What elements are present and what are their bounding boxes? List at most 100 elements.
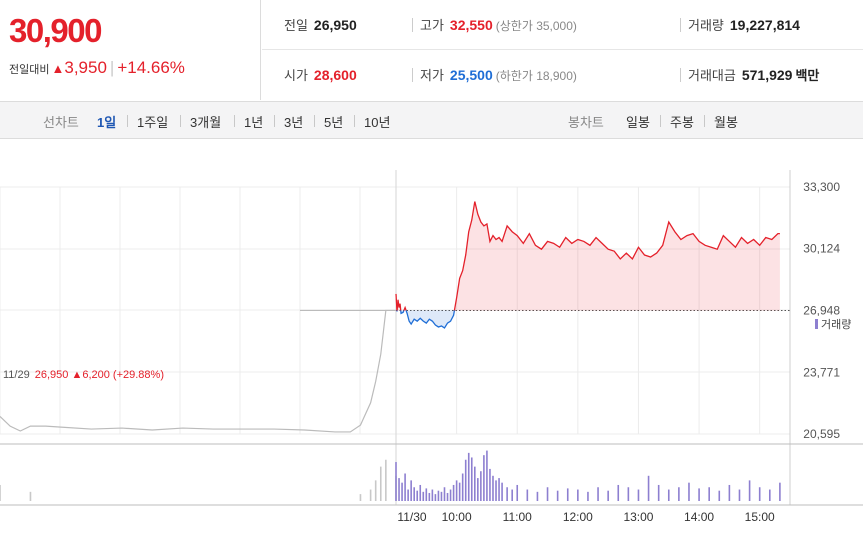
volume-bar: [422, 491, 425, 501]
x-tick-label: 13:00: [623, 510, 653, 524]
tab-3-years[interactable]: 3년: [284, 115, 304, 130]
volume-bar: [698, 488, 700, 501]
volume-bar: [419, 484, 422, 501]
volume-bar: [446, 492, 449, 501]
candle-chart-caption: 봉차트: [568, 115, 604, 130]
tab-divider: [180, 115, 181, 127]
volume-stat: 거래량 19,227,814: [688, 0, 800, 50]
volume-bar: [416, 490, 419, 501]
y-tick-label: 33,300: [803, 180, 840, 194]
volume-bar: [29, 491, 32, 501]
volume-bar: [758, 487, 761, 501]
prev-close-stat: 전일 26,950: [284, 0, 357, 50]
tab-daily-candle[interactable]: 일봉: [626, 115, 650, 130]
tab-5-years[interactable]: 5년: [324, 115, 344, 130]
volume-bar: [495, 480, 497, 501]
volume-bar: [708, 487, 710, 501]
volume-bar: [369, 489, 372, 501]
volume-bar: [489, 468, 491, 501]
tab-1-week[interactable]: 1주일: [137, 115, 169, 130]
volume-legend: 거래량: [815, 316, 851, 332]
volume-bar: [480, 471, 482, 501]
volume-bar: [516, 484, 519, 501]
volume-bar: [657, 484, 660, 501]
high-stat: 고가 32,550 (상한가 35,000): [420, 0, 577, 50]
price-line-up: [403, 305, 407, 311]
volume-bar: [443, 487, 446, 501]
change-separator: |: [109, 58, 115, 77]
volume-bar: [470, 457, 473, 501]
divider: [412, 18, 413, 32]
low-label: 저가: [420, 68, 444, 83]
volume-bar: [647, 475, 650, 501]
volume-bar: [401, 482, 403, 501]
tab-1-year[interactable]: 1년: [244, 115, 264, 130]
x-tick-label: 11:00: [503, 510, 532, 524]
divider: [412, 68, 413, 82]
volume-bar: [728, 484, 731, 501]
volume-bar: [404, 473, 406, 501]
volume-bar: [407, 489, 409, 501]
price-line-down: [405, 310, 456, 329]
volume-bar: [464, 459, 467, 501]
tab-10-years[interactable]: 10년: [364, 115, 391, 130]
tab-divider: [274, 115, 275, 127]
volume-bar: [556, 490, 559, 501]
price-line-up: [396, 299, 402, 311]
change-amount: 3,950: [64, 58, 107, 77]
prev-day-rate: (+29.88%): [112, 369, 164, 381]
volume-bar: [398, 478, 400, 501]
volume-bar: [768, 489, 771, 501]
volume-bar: [667, 489, 670, 501]
volume-bar: [486, 450, 488, 501]
stats-row-2: 시가 28,600 저가 25,500 (하한가 18,900) 거래대금 571,92…: [262, 50, 863, 100]
intraday-price-chart[interactable]: 33,300 30,124 26,948 23,771 20,595 11/30 10:00…: [0, 140, 863, 544]
volume-bar: [452, 484, 455, 501]
low-stat: 저가 25,500 (하한가 18,900): [420, 50, 577, 100]
tab-weekly-candle[interactable]: 주봉: [670, 115, 694, 130]
tab-monthly-candle[interactable]: 월봉: [714, 115, 738, 130]
lower-limit: (하한가 18,900): [495, 69, 577, 83]
volume-bar: [385, 459, 387, 501]
x-tick-label: 10:00: [442, 510, 472, 524]
volume-bar: [440, 491, 443, 501]
tab-3-months[interactable]: 3개월: [190, 115, 222, 130]
high-value: 32,550: [449, 17, 493, 33]
period-tab-bar: 선차트 1일 1주일 3개월 1년 3년 5년 10년 봉차트 일봉 주봉 월봉: [0, 101, 863, 139]
tab-1-day[interactable]: 1일: [97, 115, 117, 130]
amount-stat: 거래대금 571,929 백만: [688, 50, 819, 100]
change-rate: +14.66%: [117, 58, 185, 77]
tab-divider: [354, 115, 355, 127]
y-tick-label: 20,595: [803, 427, 840, 441]
prev-day-change: ▲6,200: [71, 369, 110, 381]
amount-value: 571,929: [741, 67, 793, 83]
prev-close-label: 전일: [284, 18, 308, 33]
volume-bar: [379, 466, 382, 501]
tab-divider: [314, 115, 315, 127]
low-value: 25,500: [449, 67, 493, 83]
volume-bar: [678, 487, 680, 501]
volume-bar: [526, 489, 529, 501]
volume-bar: [688, 482, 690, 501]
current-price: 30,900: [9, 12, 102, 49]
volume-bar: [374, 480, 377, 501]
amount-label: 거래대금: [688, 68, 736, 83]
volume-legend-swatch: [815, 319, 818, 329]
open-label: 시가: [284, 68, 308, 83]
divider: [680, 18, 681, 32]
volume-bar: [718, 490, 721, 501]
y-tick-label: 26,948: [803, 303, 840, 317]
volume-bar: [597, 487, 599, 501]
volume-bar: [587, 491, 589, 501]
prev-day-info: 11/29 26,950 ▲6,200 (+29.88%): [3, 369, 164, 381]
x-tick-label: 11/30: [397, 510, 426, 524]
open-value: 28,600: [313, 67, 357, 83]
volume-bar: [474, 466, 476, 501]
volume-bar: [449, 489, 452, 501]
volume-bar: [779, 482, 781, 501]
prev-day-price-line: [0, 309, 396, 433]
volume-bar: [511, 489, 513, 501]
volume-bar: [483, 455, 485, 501]
volume-bar: [607, 490, 609, 501]
